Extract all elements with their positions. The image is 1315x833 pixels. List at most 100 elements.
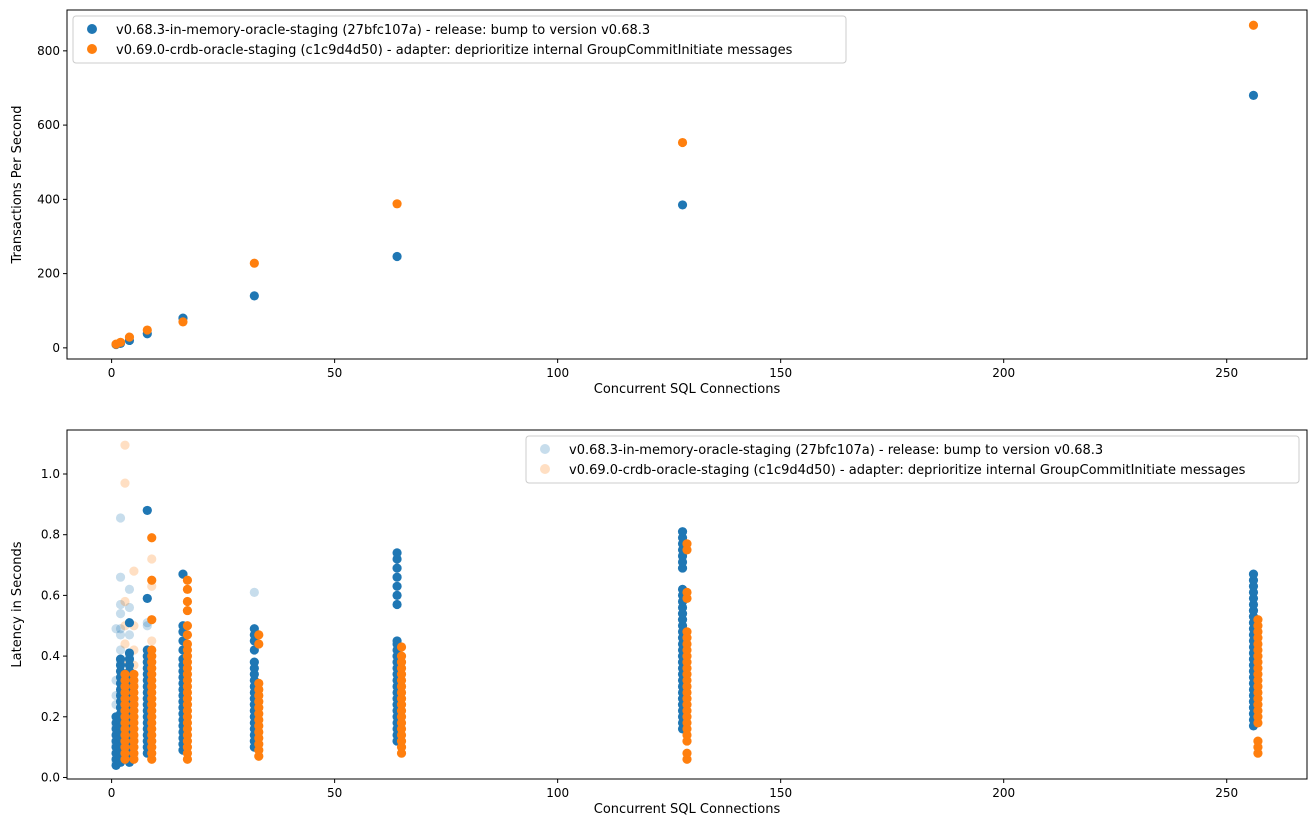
data-point (142, 593, 152, 604)
x-tick-label: 50 (327, 366, 342, 380)
data-point (1248, 569, 1259, 579)
data-point (254, 630, 264, 640)
x-tick-label: 200 (992, 786, 1015, 800)
data-point (182, 630, 193, 640)
x-tick-label: 200 (992, 366, 1015, 380)
x-axis-label: Concurrent SQL Connections (594, 802, 781, 817)
data-point (120, 440, 130, 450)
series-0 (111, 90, 1259, 350)
y-tick-label: 600 (37, 118, 60, 132)
data-point (124, 630, 135, 640)
x-axis-label: Concurrent SQL Connections (594, 382, 781, 397)
data-point (249, 657, 259, 667)
x-tick-label: 0 (108, 786, 116, 800)
data-point (182, 584, 193, 594)
y-tick-label: 1.0 (41, 467, 60, 481)
legend-box (525, 435, 1300, 484)
data-point (1248, 90, 1259, 100)
data-point (115, 337, 126, 347)
data-point (129, 669, 139, 679)
y-tick-label: 0.4 (41, 649, 60, 663)
y-tick-label: 800 (37, 44, 60, 58)
data-point (392, 563, 402, 573)
y-axis-label: Latency in Seconds (10, 541, 25, 667)
data-point (254, 678, 264, 689)
data-point (682, 587, 692, 597)
data-point (249, 258, 259, 268)
data-point (147, 575, 157, 585)
data-point (129, 566, 139, 576)
data-point (682, 748, 692, 758)
data-point (677, 200, 688, 210)
data-point (677, 527, 688, 537)
legend-marker (540, 444, 550, 454)
y-tick-label: 0.8 (41, 528, 60, 542)
data-point (115, 654, 126, 664)
legend-marker (87, 44, 97, 54)
tps-chart: 0 50 100 150 200 250 0 200 400 600 800 Concurrent S… (10, 9, 1308, 397)
axes-frame (66, 9, 1308, 360)
data-point (249, 291, 259, 301)
y-tick-label: 400 (37, 192, 60, 206)
data-point (142, 325, 152, 335)
data-point (124, 332, 135, 342)
data-point (120, 596, 130, 607)
data-point (115, 572, 126, 582)
data-point (147, 533, 157, 543)
data-point (392, 572, 402, 582)
x-tick-label: 100 (546, 366, 569, 380)
data-point (115, 599, 126, 610)
data-point (1248, 20, 1259, 30)
data-point (182, 575, 193, 585)
x-tick-label: 150 (769, 786, 792, 800)
data-point (249, 587, 259, 597)
data-point (115, 630, 126, 640)
legend-marker (87, 24, 97, 34)
data-point (392, 599, 402, 610)
data-point (392, 581, 402, 591)
data-point (392, 548, 402, 558)
y-tick-label: 0.2 (41, 710, 60, 724)
x-tick-label: 100 (546, 786, 569, 800)
data-points (111, 20, 1259, 350)
y-tick-label: 200 (37, 267, 60, 281)
data-point (178, 317, 188, 327)
data-point (1253, 615, 1263, 625)
series-3 (120, 533, 1263, 764)
data-point (147, 636, 157, 646)
data-point (147, 645, 157, 655)
data-point (124, 584, 135, 594)
data-point (392, 199, 402, 209)
data-point (115, 513, 126, 523)
data-point (682, 627, 692, 637)
data-point (115, 624, 126, 634)
legend-label: v0.69.0-crdb-oracle-staging (c1c9d4d50) … (116, 43, 793, 58)
y-tick-label: 0.0 (41, 770, 60, 784)
data-point (124, 602, 135, 613)
data-point (182, 596, 193, 607)
legend-label: v0.69.0-crdb-oracle-staging (c1c9d4d50) … (569, 463, 1246, 478)
data-point (120, 478, 130, 488)
legend: v0.68.3-in-memory-oracle-staging (27bfc1… (72, 15, 847, 64)
data-point (124, 618, 135, 628)
data-point (111, 624, 121, 634)
legend-marker (540, 464, 550, 474)
data-point (677, 137, 688, 148)
data-point (147, 554, 157, 564)
x-tick-label: 50 (327, 786, 342, 800)
x-tick-label: 150 (769, 366, 792, 380)
x-tick-label: 250 (1215, 786, 1238, 800)
data-point (182, 621, 193, 631)
legend-label: v0.68.3-in-memory-oracle-staging (27bfc1… (569, 443, 1103, 458)
series-1 (111, 20, 1259, 349)
latency-chart: 0 50 100 150 200 250 0.0 0.2 0.4 0.6 0.8 1.0 Concurr… (10, 429, 1308, 817)
data-point (115, 609, 126, 619)
data-point (182, 605, 193, 616)
y-tick-label: 0.6 (41, 588, 60, 602)
legend-box (72, 15, 847, 64)
data-points (111, 440, 1263, 770)
data-point (124, 648, 135, 658)
data-point (120, 639, 130, 649)
data-point (147, 615, 157, 625)
